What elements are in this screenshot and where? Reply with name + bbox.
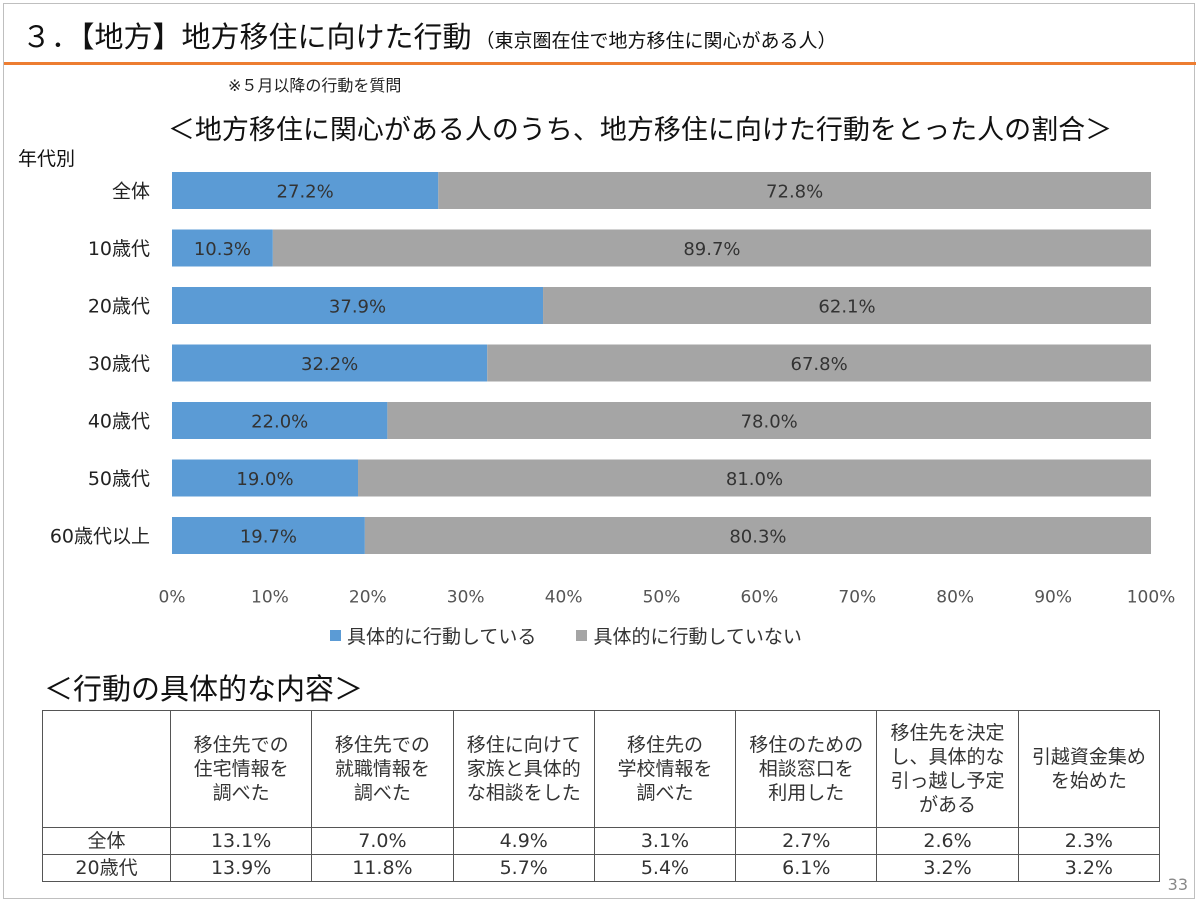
- title-underline: [4, 62, 1196, 65]
- x-tick-label: 0%: [159, 588, 186, 608]
- bar-segment-acting: [172, 402, 388, 439]
- bar-segment-acting: [172, 459, 359, 497]
- bar-segment-not-acting: [438, 172, 1152, 209]
- table-cell: 5.4%: [593, 854, 737, 882]
- column-header: 移住先での 就職情報を 調べた: [311, 710, 454, 828]
- legend-item: 具体的に行動していない: [576, 622, 802, 649]
- table-cell: 2.3%: [1017, 827, 1161, 855]
- bar-segment-not-acting: [358, 459, 1151, 497]
- table-cell: 6.1%: [735, 854, 878, 882]
- data-label: 32.2%: [301, 354, 358, 375]
- bar-segment-not-acting: [543, 287, 1151, 324]
- bar-segment-acting: [172, 517, 365, 554]
- table-cell: 2.6%: [876, 827, 1019, 855]
- x-tick-label: 40%: [545, 588, 583, 608]
- table-cell: 13.1%: [169, 827, 313, 855]
- data-label: 10.3%: [194, 239, 251, 260]
- detail-table: 移住先での 住宅情報を 調べた 移住先での 就職情報を 調べた 移住に向けて 家族と具体的 な相…: [42, 710, 1161, 882]
- x-tick-label: 60%: [741, 588, 779, 608]
- column-header: 引越資金集め を始めた: [1017, 710, 1161, 828]
- data-label: 37.9%: [329, 297, 386, 318]
- bar-segment-not-acting: [364, 517, 1151, 554]
- slide-frame: [3, 3, 1195, 899]
- bar-segment-not-acting: [387, 402, 1151, 439]
- x-tick-label: 80%: [936, 588, 974, 608]
- bar-segment-acting: [172, 229, 273, 267]
- category-label: 20歳代: [88, 296, 150, 318]
- legend-item: 具体的に行動している: [330, 622, 536, 649]
- chart-legend: 具体的に行動している 具体的に行動していない: [330, 622, 802, 649]
- data-label: 22.0%: [251, 412, 308, 433]
- row-label: 20歳代: [42, 854, 171, 882]
- category-label: 60歳代以上: [50, 526, 150, 548]
- survey-note: ※５月以降の行動を質問: [228, 76, 402, 95]
- data-label: 19.0%: [236, 469, 293, 490]
- x-tick-label: 10%: [251, 588, 289, 608]
- corner-cell: [42, 710, 171, 828]
- category-label: 全体: [112, 181, 150, 203]
- title-bar: ３．【地方】地方移住に向けた行動 （東京圏在住で地方移住に関心がある人）: [0, 0, 1200, 65]
- row-label: 全体: [42, 827, 171, 855]
- bar-segment-not-acting: [487, 344, 1151, 382]
- table-cell: 7.0%: [311, 827, 454, 855]
- legend-label: 具体的に行動していない: [593, 626, 802, 648]
- data-label: 80.3%: [729, 527, 786, 548]
- category-label: 50歳代: [88, 468, 150, 490]
- data-label: 78.0%: [741, 412, 798, 433]
- bar-segment-acting: [172, 287, 544, 324]
- column-header: 移住に向けて 家族と具体的 な相談をした: [452, 710, 595, 828]
- bar-segment-acting: [172, 172, 439, 209]
- table-cell: 13.9%: [169, 854, 313, 882]
- detail-section-title: ＜行動の具体的な内容＞: [44, 672, 364, 706]
- data-label: 27.2%: [277, 182, 334, 203]
- data-label: 67.8%: [791, 354, 848, 375]
- group-label: 年代別: [18, 148, 76, 170]
- data-label: 72.8%: [766, 182, 823, 203]
- x-tick-label: 50%: [643, 588, 681, 608]
- slide-subtitle: （東京圏在住で地方移住に関心がある人）: [475, 30, 837, 52]
- table-cell: 3.1%: [593, 827, 737, 855]
- chart-title: ＜地方移住に関心がある人のうち、地方移住に向けた行動をとった人の割合＞: [167, 115, 1113, 146]
- legend-swatch: [576, 630, 588, 641]
- table-cell: 3.2%: [1017, 854, 1161, 882]
- slide-title: ３．【地方】地方移住に向けた行動 （東京圏在住で地方移住に関心がある人）: [22, 14, 837, 56]
- table-cell: 5.7%: [452, 854, 595, 882]
- table-cell: 4.9%: [452, 827, 595, 855]
- table-row: 全体 13.1% 7.0% 4.9% 3.1% 2.7% 2.6% 2.3%: [42, 827, 1161, 855]
- data-label: 19.7%: [240, 527, 297, 548]
- data-label: 89.7%: [683, 239, 740, 260]
- x-tick-label: 70%: [838, 588, 876, 608]
- table-cell: 2.7%: [735, 827, 878, 855]
- column-header: 移住先の 学校情報を 調べた: [593, 710, 737, 828]
- column-header: 移住のための 相談窓口を 利用した: [735, 710, 878, 828]
- slide-title-main: ３．【地方】地方移住に向けた行動: [22, 20, 472, 54]
- column-header: 移住先を決定 し、具体的な 引っ越し予定 がある: [876, 710, 1019, 828]
- data-label: 81.0%: [726, 469, 783, 490]
- table-cell: 11.8%: [311, 854, 454, 882]
- table-row: 20歳代 13.9% 11.8% 5.7% 5.4% 6.1% 3.2% 3.2%: [42, 854, 1161, 882]
- column-header: 移住先での 住宅情報を 調べた: [169, 710, 313, 828]
- legend-label: 具体的に行動している: [347, 626, 537, 648]
- data-label: 62.1%: [818, 297, 875, 318]
- x-tick-label: 30%: [447, 588, 485, 608]
- detail-header-row: 移住先での 住宅情報を 調べた 移住先での 就職情報を 調べた 移住に向けて 家族と具体的 な相…: [42, 710, 1161, 828]
- page-number: 33: [1167, 875, 1188, 894]
- detail-body: 全体 13.1% 7.0% 4.9% 3.1% 2.7% 2.6% 2.3% 20歳代 13.9%…: [42, 827, 1161, 882]
- category-label: 10歳代: [88, 238, 150, 260]
- category-label: 40歳代: [88, 411, 150, 433]
- table-cell: 3.2%: [876, 854, 1019, 882]
- bar-segment-acting: [172, 344, 488, 382]
- x-tick-label: 20%: [349, 588, 387, 608]
- bar-segment-not-acting: [272, 229, 1151, 267]
- legend-swatch: [330, 630, 341, 641]
- category-label: 30歳代: [88, 353, 150, 375]
- x-tick-label: 90%: [1034, 588, 1072, 608]
- x-tick-label: 100%: [1127, 588, 1176, 608]
- stacked-bar-chart: 全体 27.2% 72.8% 10歳代 10.3% 89.7% 20歳代 37.9% 62.1%…: [50, 172, 1176, 608]
